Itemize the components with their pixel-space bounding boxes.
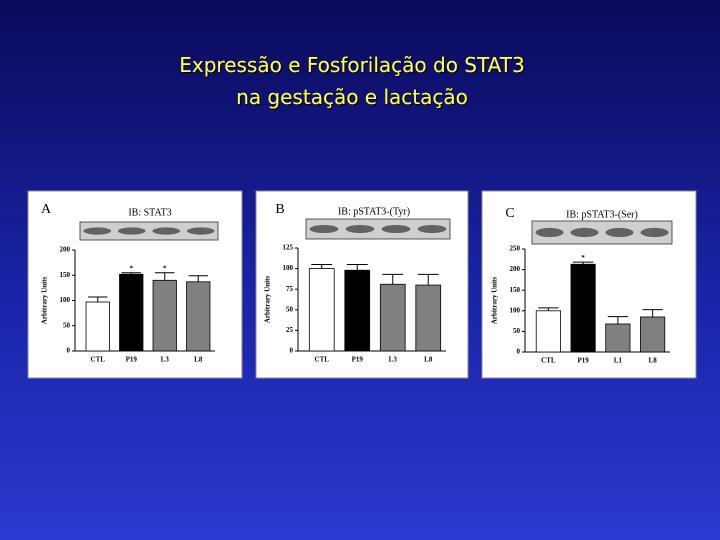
y-axis-label: Arbitrary Units (264, 276, 272, 324)
bar (415, 284, 442, 352)
blot-band (186, 227, 215, 235)
bar (152, 279, 177, 352)
x-tick-label: CTL (315, 356, 330, 364)
blot-band (605, 227, 634, 238)
y-tick-label: 200 (60, 246, 71, 254)
y-tick-label: 100 (283, 264, 294, 272)
panel-label: A (41, 202, 52, 217)
y-tick-label: 150 (60, 271, 71, 279)
bar (186, 281, 211, 352)
western-blot (79, 221, 219, 241)
y-tick-label: 200 (510, 265, 521, 273)
blot-band (640, 227, 669, 238)
blot-band (570, 227, 599, 238)
x-tick-label: CTL (91, 356, 106, 364)
slide-subtitle: na gestação e lactação (236, 85, 468, 109)
chart-panel: B IB: pSTAT3-(Tyr) 0 25 50 75 100 125 Arbitrary … (255, 190, 469, 379)
blot-band (535, 227, 564, 238)
y-tick-label: 50 (513, 327, 521, 335)
blot-band (117, 227, 146, 235)
x-tick-label: L1 (614, 357, 623, 365)
y-tick-label: 0 (290, 347, 294, 355)
y-tick-label: 100 (60, 296, 71, 304)
blot-band (381, 225, 411, 233)
bar (308, 268, 335, 352)
y-tick-label: 50 (286, 305, 294, 313)
western-blot (531, 220, 673, 245)
slide-title: Expressão e Fosforilação do STAT3 (179, 53, 525, 77)
y-tick-label: 150 (510, 286, 521, 294)
x-tick-label: CTL (541, 357, 556, 365)
blot-label: IB: pSTAT3-(Tyr) (338, 206, 410, 217)
bar (119, 273, 144, 352)
y-axis-label: Arbitrary Units (41, 277, 49, 325)
y-tick-label: 0 (67, 347, 71, 355)
x-tick-label: P19 (126, 356, 138, 364)
blot-label: IB: pSTAT3-(Ser) (566, 209, 638, 220)
chart-panel: C IB: pSTAT3-(Ser) 0 50 100 150 200 250 Arbitrar… (481, 190, 697, 379)
y-tick-label: 0 (517, 348, 521, 356)
panel-label: B (275, 202, 284, 217)
x-tick-label: L8 (649, 357, 658, 365)
y-tick-label: 250 (510, 245, 521, 253)
bar (535, 310, 561, 353)
annotation: * (163, 264, 167, 272)
western-blot (305, 218, 451, 240)
y-tick-label: 100 (510, 306, 521, 314)
blot-label: IB: STAT3 (128, 207, 171, 218)
y-tick-label: 75 (286, 285, 294, 293)
bar (570, 263, 596, 353)
blot-band (345, 225, 375, 233)
blot-band (309, 225, 339, 233)
x-tick-label: L3 (389, 356, 398, 364)
x-tick-label: P19 (352, 356, 364, 364)
annotation: * (581, 254, 585, 262)
x-tick-label: L3 (161, 356, 170, 364)
annotation: * (130, 264, 134, 272)
bar (379, 283, 406, 352)
chart-panel: A IB: STAT3 0 50 100 150 200 Arbitrary Units CTL… (27, 190, 243, 379)
x-tick-label: P19 (577, 357, 589, 365)
blot-band (152, 227, 181, 235)
bar (85, 301, 110, 352)
panel-label: C (505, 206, 514, 221)
x-tick-label: L8 (424, 356, 433, 364)
blot-band (83, 227, 112, 235)
y-tick-label: 125 (283, 244, 294, 252)
y-axis-label: Arbitrary Units (491, 277, 499, 325)
bar (344, 269, 371, 352)
y-tick-label: 25 (286, 326, 294, 334)
bar (640, 316, 666, 353)
blot-band (417, 225, 447, 233)
x-tick-label: L8 (194, 356, 203, 364)
bar (605, 323, 631, 353)
y-tick-label: 50 (63, 321, 71, 329)
